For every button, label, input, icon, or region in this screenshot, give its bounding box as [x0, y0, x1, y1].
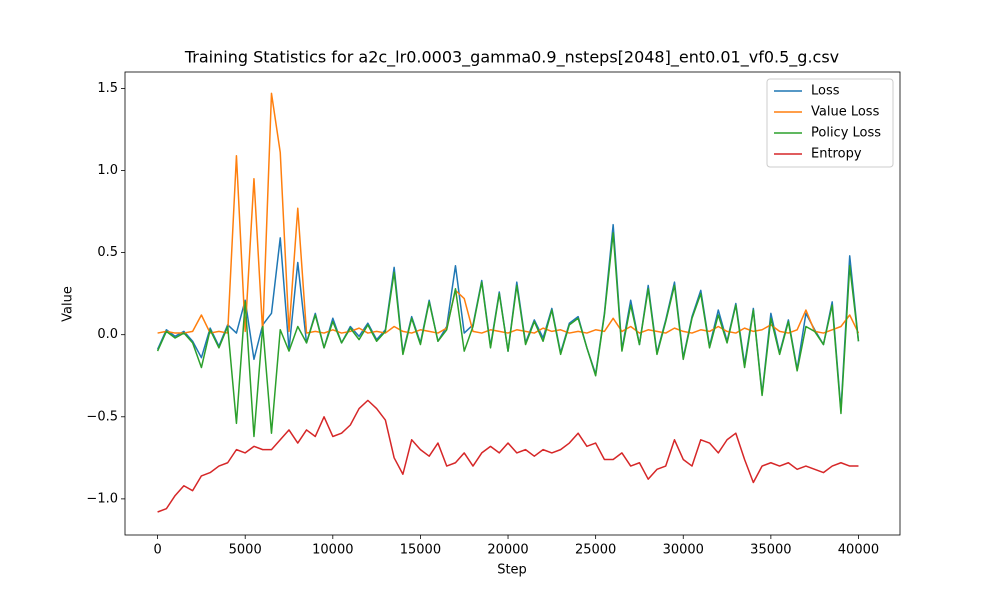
plot-frame [124, 71, 901, 536]
legend-box [766, 78, 894, 168]
series-line [157, 399, 859, 513]
legend-label: Policy Loss [811, 126, 881, 141]
x-tick-label: 35000 [750, 543, 791, 558]
x-tick-label: 20000 [487, 543, 528, 558]
legend-label: Loss [811, 84, 840, 99]
x-tick-label: 0 [153, 543, 161, 558]
series-line [157, 92, 860, 334]
legend-label: Entropy [811, 147, 862, 162]
y-tick-label: 1.0 [97, 163, 118, 178]
x-axis-label: Step [497, 563, 527, 578]
legend-label: Value Loss [811, 105, 880, 120]
x-tick-label: 30000 [663, 543, 704, 558]
x-tick-label: 15000 [400, 543, 441, 558]
x-tick-label: 40000 [838, 543, 879, 558]
y-tick-label: 0.0 [97, 327, 118, 342]
y-tick-label: −1.0 [86, 491, 118, 506]
y-tick-label: 1.5 [97, 81, 118, 96]
chart-title: Training Statistics for a2c_lr0.0003_gam… [184, 48, 839, 68]
y-tick-label: −0.5 [86, 409, 118, 424]
series-line [156, 232, 860, 438]
x-tick-label: 5000 [229, 543, 262, 558]
y-axis-label: Value [61, 286, 76, 322]
x-tick-label: 25000 [575, 543, 616, 558]
x-tick-label: 10000 [312, 543, 353, 558]
y-tick-label: 0.5 [97, 245, 118, 260]
